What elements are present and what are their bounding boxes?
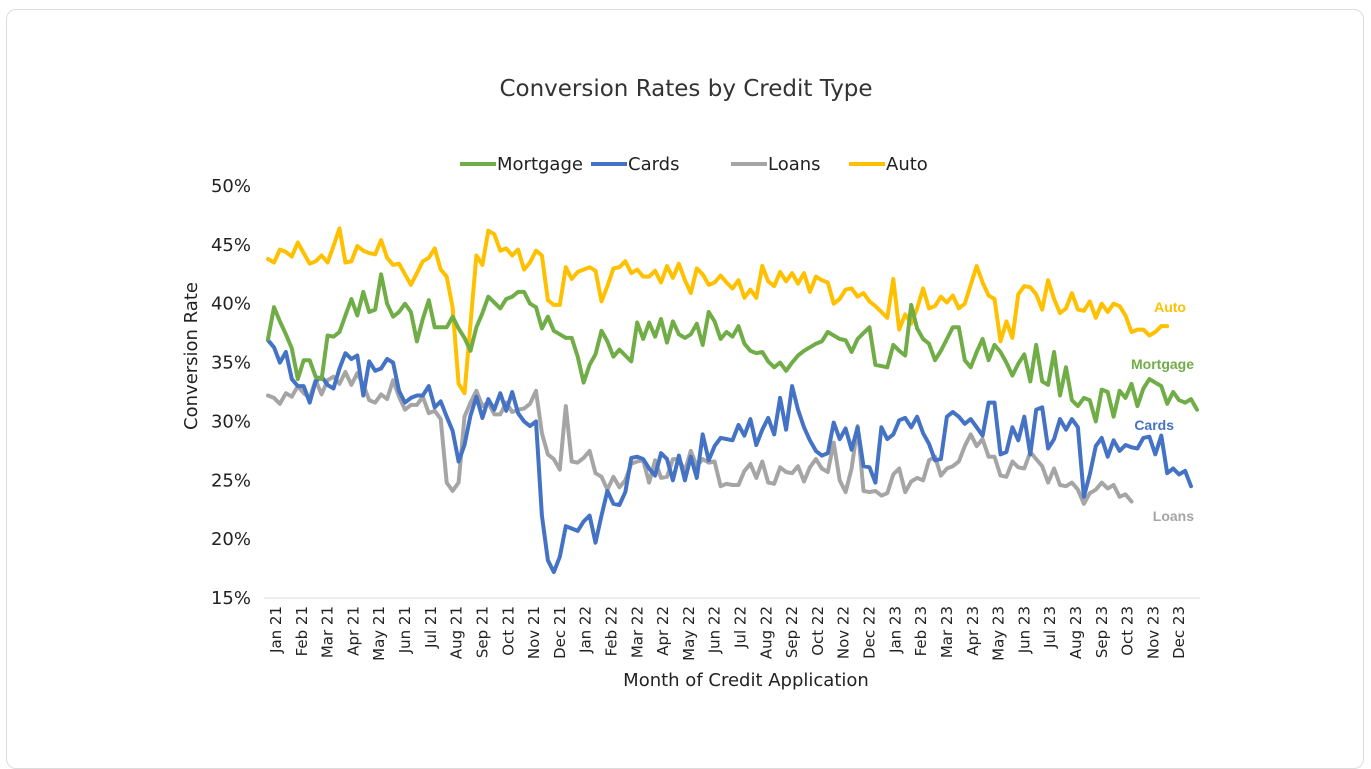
x-tick-label: Dec 22 — [861, 606, 879, 659]
x-tick-label: Jun 22 — [706, 606, 724, 654]
y-axis-ticks: 15% 20% 25% 30% 35% 40% 45% 50% — [211, 176, 251, 609]
end-label-loans: Loans — [1153, 508, 1194, 524]
x-tick-label: Nov 21 — [525, 606, 543, 659]
y-tick-label: 25% — [211, 470, 251, 491]
x-tick-label: Feb 21 — [293, 606, 311, 656]
y-tick-label: 15% — [211, 588, 251, 609]
legend-label-loans: Loans — [768, 154, 821, 175]
legend-label-cards: Cards — [628, 154, 680, 175]
end-label-mortgage: Mortgage — [1131, 356, 1194, 372]
chart-card — [6, 9, 1364, 769]
x-tick-label: Jul 23 — [1041, 606, 1059, 649]
x-tick-label: Oct 23 — [1119, 606, 1137, 656]
series-line-cards — [266, 338, 1193, 575]
series-group — [266, 226, 1199, 575]
y-tick-label: 20% — [211, 529, 251, 550]
x-tick-label: Sep 21 — [473, 606, 491, 658]
x-tick-label: Jul 22 — [732, 606, 750, 649]
y-axis-title: Conversion Rate — [181, 282, 202, 430]
y-tick-label: 50% — [211, 176, 251, 197]
x-tick-label: Aug 23 — [1067, 606, 1085, 659]
x-tick-label: Oct 21 — [499, 606, 517, 656]
x-tick-label: Aug 21 — [448, 606, 466, 659]
y-tick-label: 30% — [211, 411, 251, 432]
x-tick-label: Oct 22 — [809, 606, 827, 656]
x-tick-label: Mar 21 — [319, 606, 337, 658]
x-tick-label: Feb 22 — [603, 606, 621, 656]
y-tick-label: 45% — [211, 235, 251, 256]
x-tick-label: Jul 21 — [422, 606, 440, 649]
chart-title: Conversion Rates by Credit Type — [499, 76, 872, 102]
end-label-cards: Cards — [1134, 417, 1174, 433]
x-tick-label: May 22 — [680, 606, 698, 661]
x-tick-label: Mar 23 — [938, 606, 956, 658]
x-tick-label: Sep 23 — [1093, 606, 1111, 658]
line-chart: Conversion Rates by Credit Type Mortgage… — [181, 76, 1200, 691]
x-tick-label: Apr 21 — [344, 606, 362, 656]
x-tick-label: Apr 22 — [654, 606, 672, 656]
end-label-auto: Auto — [1154, 299, 1186, 315]
x-tick-label: Jan 23 — [886, 606, 904, 654]
series-line-mortgage — [266, 272, 1199, 424]
x-tick-label: Feb 23 — [912, 606, 930, 656]
x-tick-label: Dec 23 — [1170, 606, 1188, 659]
end-labels: Mortgage Cards Loans Auto — [1131, 299, 1194, 524]
x-tick-label: Jun 23 — [1015, 606, 1033, 654]
y-tick-label: 35% — [211, 353, 251, 374]
x-tick-label: May 21 — [370, 606, 388, 661]
x-tick-label: Sep 22 — [783, 606, 801, 658]
x-tick-label: Aug 22 — [757, 606, 775, 659]
legend: Mortgage Cards Loans Auto — [460, 154, 928, 175]
x-tick-label: Apr 23 — [964, 606, 982, 656]
x-tick-label: Nov 22 — [835, 606, 853, 659]
legend-label-auto: Auto — [886, 154, 928, 175]
x-tick-label: Dec 21 — [551, 606, 569, 659]
x-tick-label: Mar 22 — [628, 606, 646, 658]
x-tick-label: Jan 21 — [267, 606, 285, 654]
x-axis-title: Month of Credit Application — [623, 670, 869, 691]
x-tick-label: Jan 22 — [577, 606, 595, 654]
x-axis-ticks: Jan 21 Feb 21 Mar 21 Apr 21 May 21 Jun 21 Jul … — [267, 606, 1188, 661]
series-line-auto — [266, 226, 1170, 396]
x-tick-label: Nov 23 — [1144, 606, 1162, 659]
y-tick-label: 40% — [211, 294, 251, 315]
x-tick-label: Jun 21 — [396, 606, 414, 654]
legend-label-mortgage: Mortgage — [497, 154, 583, 175]
x-tick-label: May 23 — [990, 606, 1008, 661]
